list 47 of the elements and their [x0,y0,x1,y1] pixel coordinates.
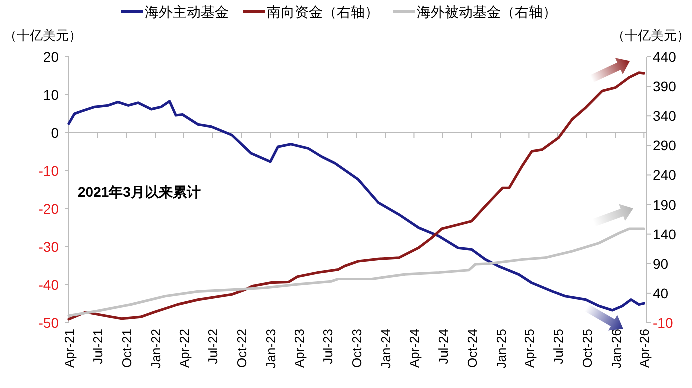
x-tick-label: Oct-25 [580,329,595,368]
x-tick-label: Apr-23 [292,329,307,368]
line-series [68,100,646,312]
y2-axis-title: （十亿美元） [612,28,690,43]
x-tick-label: Apr-25 [522,329,538,368]
y2-tick-label: 290 [653,138,677,154]
y-tick-label: -30 [38,239,60,255]
annotation: 2021年3月以来累计 [78,184,201,200]
x-tick-label: Jan-24 [378,329,394,369]
y2-tick-label: 340 [653,108,677,124]
x-tick-label: Oct-22 [234,329,250,368]
y-tick-label: -40 [38,277,60,293]
x-tick-label: Oct-23 [350,329,365,368]
x-tick-label: Oct-21 [120,329,135,368]
x-tick-label: Jan-26 [608,329,624,369]
x-tick-label: Oct-24 [464,329,480,368]
legend-label: 海外被动基金（右轴） [417,4,557,20]
x-tick-label: Jul-24 [436,329,451,364]
x-tick-label: Jan-22 [148,329,164,369]
y-tick-label: -50 [38,315,60,331]
y2-tick-label: 140 [653,226,677,242]
y2-tick-label: 90 [653,256,669,272]
y-tick-label: 20 [43,49,60,65]
x-tick-label: Apr-24 [407,329,422,368]
y2-tick-label: -10 [653,315,674,331]
y2-tick-label: 240 [653,167,677,184]
x-tick-label: Jul-21 [90,329,106,364]
line-series [68,72,646,321]
x-tick-label: Jan-25 [494,329,509,369]
y-tick-label: 10 [43,87,60,103]
y-tick-label: -20 [38,201,60,217]
legend-label: 南向资金（右轴） [267,4,379,20]
x-tick-label: Apr-26 [637,329,652,368]
x-tick-label: Jan-23 [264,329,279,369]
x-tick-label: Jul-25 [550,329,566,364]
x-tick-label: Jul-22 [206,329,221,364]
y2-tick-label: 40 [653,285,669,302]
x-tick-label: Jul-23 [320,329,336,364]
y2-tick-label: 440 [653,49,677,65]
y2-tick-label: 390 [653,78,677,95]
legend-label: 海外主动基金 [145,4,229,20]
y-axis-title: （十亿美元） [4,28,82,43]
y-tick-label: 0 [51,125,60,141]
y-tick-label: -10 [38,163,60,179]
x-tick-label: Apr-22 [176,329,192,368]
x-tick-label: Apr-21 [62,329,77,368]
y2-tick-label: 190 [653,196,677,213]
